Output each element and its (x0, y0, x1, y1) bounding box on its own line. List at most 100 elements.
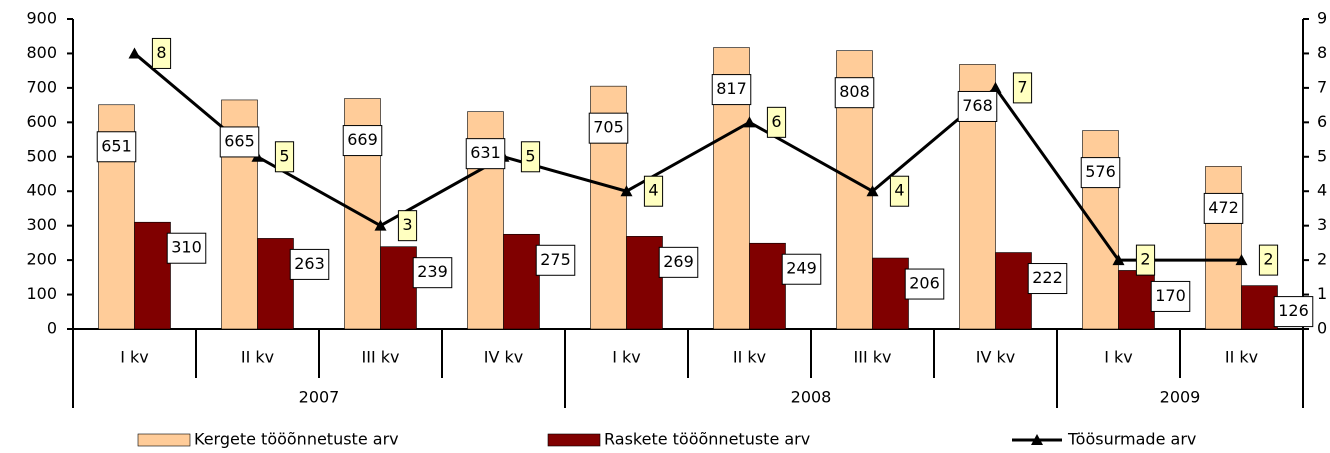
data-label: 705 (593, 118, 624, 137)
line-marker (1112, 254, 1125, 266)
data-label-box (274, 141, 295, 173)
data-label: 8 (156, 43, 166, 62)
y-tick-label: 900 (26, 9, 57, 28)
legend-swatch (137, 433, 191, 447)
data-label-box (889, 175, 910, 207)
x-tick-label: IV kv (976, 348, 1015, 367)
y-tick-label: 800 (26, 43, 57, 62)
bar (380, 246, 417, 330)
legend-label: Kergete tööõnnetuste arv (194, 430, 399, 449)
data-label: 249 (786, 259, 817, 278)
data-label: 808 (839, 82, 870, 101)
legend-label: Raskete tööõnnetuste arv (604, 430, 810, 449)
data-label: 2 (1263, 250, 1273, 269)
y2-tick-label: 7 (1317, 77, 1327, 96)
data-label-box (219, 126, 260, 158)
data-label-box (1135, 244, 1156, 276)
x-tick-label: I kv (1104, 348, 1133, 367)
data-label: 669 (347, 130, 378, 149)
data-label: 6 (771, 112, 781, 131)
legend-label: Töösurmade arv (1067, 430, 1196, 449)
y2-tick-label: 1 (1317, 284, 1327, 303)
bar (749, 242, 786, 330)
data-label-box (1258, 244, 1279, 276)
data-label-box (588, 112, 629, 144)
data-label-box (766, 106, 787, 138)
legend-swatch (547, 433, 601, 447)
group-label: 2008 (791, 388, 832, 407)
data-label-box (1027, 263, 1068, 295)
y-tick-label: 700 (26, 77, 57, 96)
x-tick-label: II kv (1225, 348, 1258, 367)
data-label: 4 (894, 181, 904, 200)
line-marker (374, 219, 387, 231)
data-label-box (151, 37, 172, 69)
data-label-box (1273, 296, 1314, 328)
bar (626, 236, 663, 330)
data-label: 5 (279, 146, 289, 165)
data-label-box (166, 232, 207, 264)
line (133, 52, 1242, 262)
x-tick-label: I kv (612, 348, 641, 367)
data-label: 3 (402, 215, 412, 234)
y2-tick-label: 0 (1317, 319, 1327, 338)
data-label-box (342, 125, 383, 157)
x-tick-label: II kv (241, 348, 274, 367)
data-label-box (465, 138, 506, 170)
y2-tick-label: 8 (1317, 43, 1327, 62)
x-tick-label: III kv (854, 348, 892, 367)
x-tick-label: III kv (362, 348, 400, 367)
line-marker (989, 81, 1002, 93)
data-label: 239 (417, 262, 448, 281)
data-label: 222 (1032, 268, 1063, 287)
data-label-box (397, 210, 418, 242)
line-marker (128, 47, 141, 59)
data-label: 2 (1140, 250, 1150, 269)
bar (995, 252, 1032, 330)
data-label: 263 (294, 254, 325, 273)
data-label-box (1080, 157, 1121, 189)
data-label-box (96, 131, 137, 163)
data-label: 665 (224, 131, 255, 150)
data-label-box (520, 141, 541, 173)
data-label: 631 (470, 143, 501, 162)
y2-tick-label: 6 (1317, 112, 1327, 131)
data-label: 269 (663, 252, 694, 271)
y-tick-label: 100 (26, 284, 57, 303)
data-label-box (1203, 192, 1244, 224)
y2-tick-label: 2 (1317, 250, 1327, 269)
y2-tick-label: 5 (1317, 146, 1327, 165)
data-label-box (643, 175, 664, 207)
x-tick-label: II kv (733, 348, 766, 367)
data-label-box (904, 268, 945, 300)
line-marker (1235, 254, 1248, 266)
data-label: 472 (1208, 198, 1239, 217)
data-label: 310 (171, 238, 202, 257)
data-label-box (412, 257, 453, 289)
data-label: 7 (1017, 77, 1027, 96)
data-label-box (1150, 280, 1191, 312)
data-label: 817 (716, 79, 747, 98)
data-label: 4 (648, 181, 658, 200)
data-label-box (535, 244, 576, 276)
y-tick-label: 500 (26, 146, 57, 165)
data-label: 768 (962, 96, 993, 115)
data-label: 170 (1155, 286, 1186, 305)
data-label-box (781, 253, 822, 285)
data-label: 126 (1278, 301, 1309, 320)
bar (1241, 285, 1278, 330)
x-tick-label: I kv (120, 348, 149, 367)
y-tick-label: 200 (26, 250, 57, 269)
data-label-box (711, 74, 752, 106)
data-label: 576 (1085, 162, 1116, 181)
bar (1205, 166, 1242, 330)
bar (1118, 270, 1155, 330)
bar (503, 233, 540, 330)
line-marker (620, 185, 633, 197)
y2-tick-label: 4 (1317, 181, 1327, 200)
data-label-box (957, 90, 998, 122)
line-marker (743, 116, 756, 128)
data-label: 206 (909, 274, 940, 293)
y-tick-label: 0 (47, 319, 57, 338)
